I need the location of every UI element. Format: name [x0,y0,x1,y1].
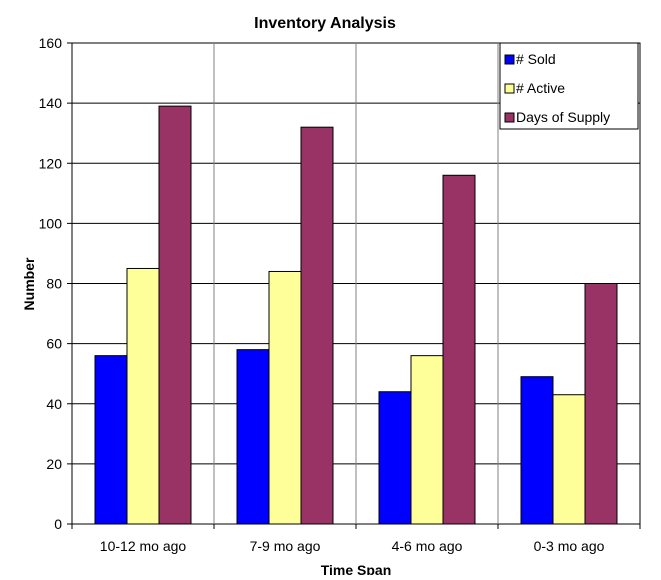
y-tick-label: 160 [39,35,63,51]
bar-active-3 [552,394,586,525]
bar-days-of-supply-3 [584,283,618,525]
legend-label: Days of Supply [516,109,610,125]
y-tick-label: 80 [46,276,62,292]
bar-days-of-supply-1 [300,126,334,525]
bar-active-0 [126,267,160,525]
bar-active-2 [410,355,444,525]
x-tick-label: 4-6 mo ago [392,538,463,554]
bar-active-1 [268,270,302,525]
x-tick-label: 7-9 mo ago [250,538,321,554]
x-tick-label: 10-12 mo ago [100,538,187,554]
y-tick-label: 0 [54,516,62,532]
y-tick-label: 60 [46,336,62,352]
y-tick-label: 120 [39,155,63,171]
legend-swatch [504,83,515,94]
bar-sold-3 [520,376,554,525]
legend-swatch [504,112,515,123]
y-tick-label: 20 [46,456,62,472]
x-tick-label: 0-3 mo ago [534,538,605,554]
y-tick-label: 40 [46,396,62,412]
chart-title: Inventory Analysis [254,15,396,32]
bar-days-of-supply-0 [158,105,192,525]
bar-sold-2 [378,391,412,525]
legend-swatch [504,54,515,65]
bars-layer [94,105,618,525]
axis-layer: 0 20 40 60 80 100 120 140 160 10-12 mo ago 7-9 mo … [39,35,641,554]
bar-sold-1 [236,349,270,525]
legend-label: # Active [516,80,565,96]
legend-box [499,42,639,130]
y-axis-title: Number [21,257,37,310]
y-tick-label: 140 [39,95,63,111]
legend: # Sold # Active Days of Supply [499,42,639,130]
x-axis-title: Time Span [321,562,392,575]
bar-days-of-supply-2 [442,174,476,525]
bar-sold-0 [94,355,128,525]
legend-label: # Sold [516,51,556,67]
y-tick-label: 100 [39,215,63,231]
